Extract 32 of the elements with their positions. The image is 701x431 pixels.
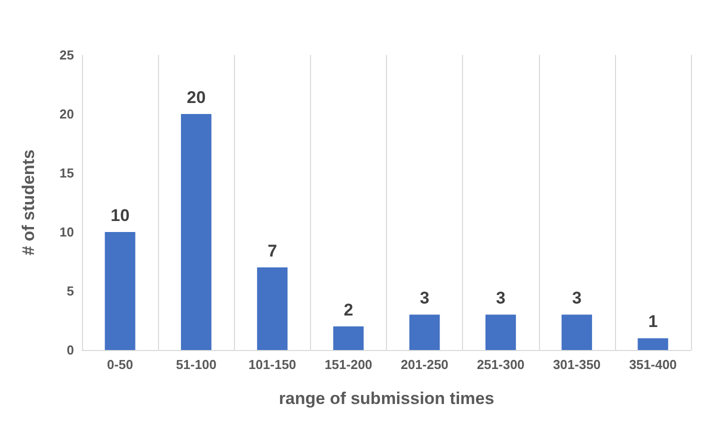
data-label: 1	[648, 312, 658, 332]
bar	[180, 114, 212, 350]
data-label: 7	[268, 241, 278, 260]
x-axis-title: range of submission times	[278, 389, 494, 408]
y-tick-label: 15	[60, 166, 74, 180]
bar	[638, 338, 668, 350]
y-tick-label: 25	[60, 48, 74, 62]
bar	[333, 326, 364, 350]
x-tick-label: 51-100	[176, 357, 216, 372]
data-label: 20	[186, 88, 206, 107]
data-label: 2	[344, 300, 354, 320]
bar	[257, 267, 288, 350]
y-axis-title: # of students	[19, 150, 38, 256]
bar	[485, 314, 516, 350]
data-label: 3	[496, 288, 506, 308]
x-tick-label: 301-350	[552, 357, 601, 372]
y-tick-label: 20	[60, 106, 74, 122]
y-tick-label: 10	[60, 224, 74, 240]
x-tick-label: 251-300	[476, 357, 525, 372]
x-tick-label: 151-200	[324, 357, 372, 372]
bar	[562, 314, 592, 350]
y-tick-label: 0	[66, 342, 74, 358]
bar	[104, 232, 136, 350]
bar	[409, 314, 440, 350]
x-tick-label: 201-250	[400, 357, 448, 372]
data-label: 3	[572, 288, 582, 308]
x-tick-label: 0-50	[107, 357, 134, 372]
data-label: 10	[110, 206, 130, 225]
y-tick-label: 5	[66, 284, 74, 298]
x-tick-label: 101-150	[248, 357, 296, 372]
data-label: 3	[420, 288, 430, 308]
x-tick-label: 351-400	[629, 357, 677, 372]
